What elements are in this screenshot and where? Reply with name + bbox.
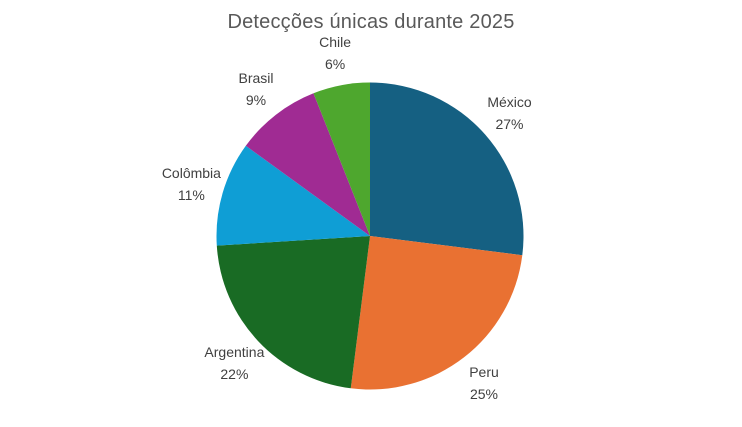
slice-label-percent: 25%	[469, 386, 499, 402]
slice-label-brasil: Brasil 9%	[238, 67, 273, 111]
slice-label-argentina: Argentina 22%	[204, 341, 264, 385]
slice-label-name: Chile	[319, 34, 352, 51]
pie-slice-chile	[313, 82, 370, 236]
slice-label-percent: 6%	[324, 56, 346, 73]
pie-slice-colombia	[216, 145, 370, 246]
slice-label-colombia: Colômbia 11%	[162, 162, 221, 206]
slice-label-percent: 27%	[495, 116, 524, 132]
slice-label-percent: 22%	[220, 366, 249, 383]
slice-label-name: Argentina	[204, 344, 265, 361]
pie-slice-peru	[350, 236, 523, 390]
pie-slice-mexico	[370, 82, 524, 256]
chart-title: Detecções únicas durante 2025	[227, 11, 515, 33]
slice-label-mexico: México 27%	[487, 91, 531, 135]
slice-label-name: Peru	[469, 364, 499, 380]
slice-label-chile: Chile 6%	[319, 31, 351, 75]
slice-label-name: Colômbia	[161, 165, 221, 182]
slice-label-name: Brasil	[238, 70, 274, 86]
slice-label-percent: 11%	[177, 187, 205, 204]
pie-slice-argentina	[216, 236, 370, 389]
slice-label-name: México	[487, 94, 532, 110]
slice-label-peru: Peru 25%	[469, 361, 499, 405]
slice-label-percent: 9%	[245, 92, 267, 108]
pie-slice-brasil	[245, 93, 370, 236]
